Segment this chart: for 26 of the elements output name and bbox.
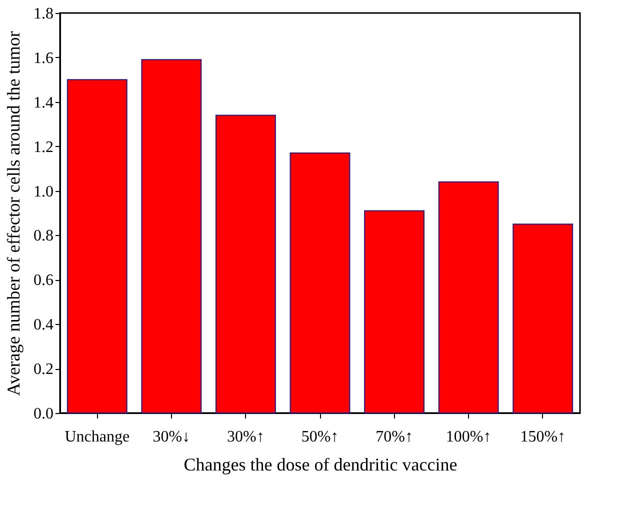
y-tick-label: 1.0 xyxy=(34,183,54,200)
x-axis-title: Changes the dose of dendritic vaccine xyxy=(184,454,458,474)
x-tick-label: 30%↓ xyxy=(152,428,190,446)
y-tick-label: 0.2 xyxy=(34,361,54,378)
x-tick-label: 100%↑ xyxy=(446,428,492,446)
x-tick-label: 150%↑ xyxy=(520,428,566,446)
y-tick-label: 1.2 xyxy=(34,138,54,156)
y-tick-label: 1.6 xyxy=(34,50,54,67)
x-tick-label: 70%↑ xyxy=(376,428,413,446)
y-tick-label: 1.4 xyxy=(34,94,54,112)
bar xyxy=(438,181,499,414)
bar xyxy=(216,114,276,414)
bar xyxy=(141,59,202,414)
bar xyxy=(290,152,350,414)
x-tick-label: 50%↑ xyxy=(301,428,339,446)
y-tick-label: 0.6 xyxy=(34,272,54,290)
bar xyxy=(512,224,574,414)
y-tick-label: 0.8 xyxy=(34,228,54,245)
y-tick-label: 0.0 xyxy=(34,406,54,422)
x-tick-label: 30%↑ xyxy=(227,428,264,446)
bar xyxy=(364,210,424,414)
y-axis-title: Average number of effector cells around the tumor xyxy=(4,31,24,396)
y-tick-label: 0.4 xyxy=(34,316,54,334)
bar xyxy=(66,79,128,414)
x-tick-label: Unchange xyxy=(64,428,130,446)
y-tick-label: 1.8 xyxy=(34,6,54,22)
